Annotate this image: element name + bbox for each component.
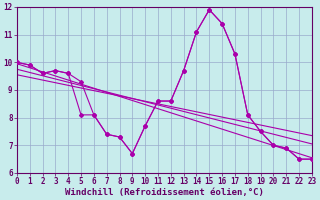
X-axis label: Windchill (Refroidissement éolien,°C): Windchill (Refroidissement éolien,°C) bbox=[65, 188, 264, 197]
